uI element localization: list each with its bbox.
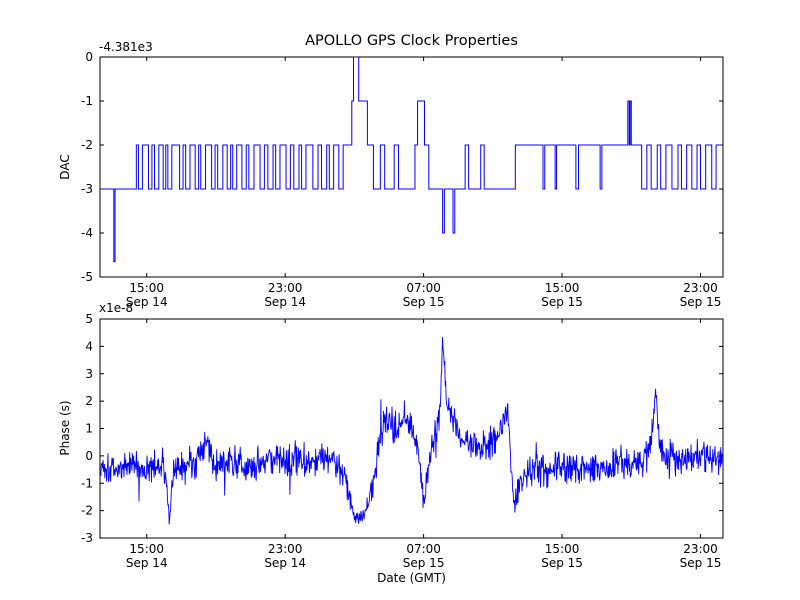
- x-axis-label: Date (GMT): [377, 571, 446, 585]
- top-y-tick-label: -1: [81, 94, 93, 108]
- dac-line: [100, 57, 723, 263]
- top-y-tick-label: -3: [81, 182, 93, 196]
- top-x-tick-label-date: Sep 15: [403, 295, 445, 309]
- figure-title: APOLLO GPS Clock Properties: [305, 33, 518, 49]
- bottom-x-tick-label-time: 15:00: [545, 542, 580, 556]
- top-x-tick-label-date: Sep 15: [541, 295, 583, 309]
- bottom-x-tick-label-date: Sep 14: [126, 556, 168, 570]
- bottom-y-tick-label: 2: [85, 394, 93, 408]
- phase-axis-multiplier-text: x1e-8: [99, 301, 134, 315]
- bottom-y-tick-label: 1: [85, 422, 93, 436]
- bottom-x-tick-label-time: 15:00: [129, 542, 164, 556]
- bottom-x-tick-label-time: 23:00: [683, 542, 718, 556]
- phase-line: [100, 336, 723, 525]
- top-y-tick-label: -5: [81, 270, 93, 284]
- top-x-tick-label-time: 23:00: [683, 281, 718, 295]
- bottom-x-tick-label-date: Sep 15: [680, 556, 722, 570]
- top-x-tick-label-date: Sep 15: [680, 295, 722, 309]
- bottom-y-tick-label: -3: [81, 531, 93, 545]
- dac-axis-offset-text: -4.381e3: [99, 40, 153, 54]
- top-x-tick-label-time: 23:00: [268, 281, 303, 295]
- bottom-y-tick-label: 3: [85, 367, 93, 381]
- top-x-tick-label-time: 15:00: [129, 281, 164, 295]
- bottom-x-tick-label-date: Sep 15: [541, 556, 583, 570]
- top-y-tick-label: -2: [81, 138, 93, 152]
- top-x-tick-label-time: 15:00: [545, 281, 580, 295]
- bottom-y-tick-label: -2: [81, 504, 93, 518]
- data-layer: [100, 57, 723, 525]
- bottom-x-tick-label-time: 23:00: [268, 542, 303, 556]
- top-axes-frame: [99, 56, 724, 278]
- top-x-tick-label-date: Sep 14: [264, 295, 306, 309]
- top-x-tick-label-date: Sep 14: [126, 295, 168, 309]
- bottom-y-tick-label: 0: [85, 449, 93, 463]
- bottom-y-tick-label: 5: [85, 312, 93, 326]
- bottom-x-tick-label-date: Sep 14: [264, 556, 306, 570]
- bottom-x-tick-label-time: 07:00: [406, 542, 441, 556]
- bottom-y-tick-label: -1: [81, 476, 93, 490]
- bottom-y-tick-label: 4: [85, 339, 93, 353]
- bottom-x-tick-label-date: Sep 15: [403, 556, 445, 570]
- top-y-tick-label: 0: [85, 50, 93, 64]
- top-x-tick-label-time: 07:00: [406, 281, 441, 295]
- top-y-tick-label: -4: [81, 226, 93, 240]
